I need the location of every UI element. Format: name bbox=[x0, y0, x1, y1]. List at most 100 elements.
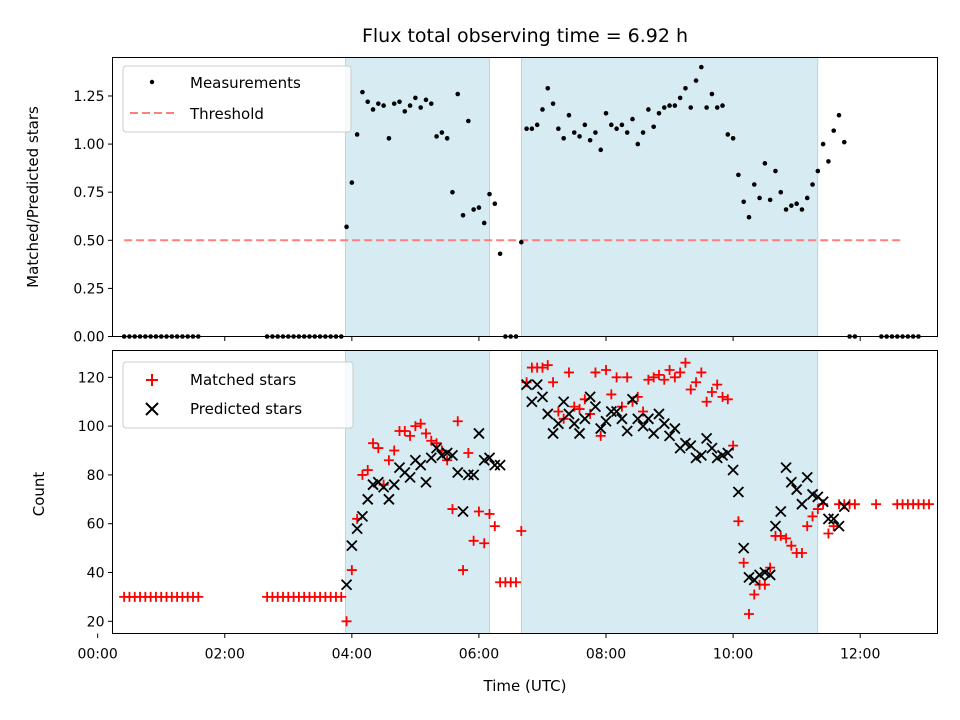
matched-star-point bbox=[452, 416, 463, 427]
matched-star-point bbox=[738, 557, 749, 568]
matched-star-point bbox=[563, 367, 574, 378]
predicted-star-point bbox=[483, 452, 496, 464]
predicted-star-point bbox=[457, 505, 469, 518]
top-y-tick-label: 0.00 bbox=[73, 330, 104, 346]
predicted-star-point bbox=[732, 486, 745, 498]
measurement-point bbox=[391, 101, 397, 106]
measurement-point bbox=[741, 199, 746, 205]
matched-star-point bbox=[765, 562, 776, 573]
top-legend: Measurements Threshold bbox=[122, 65, 352, 133]
matched-star-point bbox=[336, 591, 347, 602]
top-shaded-interval bbox=[345, 57, 490, 337]
bottom-y-tick-label: 120 bbox=[78, 370, 105, 386]
predicted-star-point bbox=[520, 379, 533, 391]
measurement-point bbox=[381, 103, 386, 108]
predicted-star-point bbox=[833, 520, 845, 532]
measurement-point bbox=[804, 195, 810, 201]
legend-label-matched-stars: Matched stars bbox=[190, 371, 296, 389]
bottom-y-tick-label: 20 bbox=[87, 614, 105, 630]
predicted-star-point bbox=[568, 418, 580, 430]
measurement-point bbox=[556, 126, 561, 131]
matched-star-point bbox=[664, 365, 675, 376]
predicted-star-point bbox=[828, 513, 840, 525]
measurement-point bbox=[746, 214, 752, 220]
matched-star-point bbox=[796, 547, 807, 558]
predicted-star-point bbox=[817, 496, 829, 508]
predicted-star-point bbox=[589, 400, 602, 413]
matched-star-point bbox=[812, 504, 823, 515]
measurement-point bbox=[720, 103, 725, 108]
predicted-star-point bbox=[531, 379, 543, 391]
legend-marker-predicted-stars bbox=[145, 402, 159, 416]
predicted-star-point bbox=[430, 442, 443, 454]
predicted-star-point bbox=[579, 413, 591, 425]
matched-star-point bbox=[823, 528, 834, 539]
predicted-star-point bbox=[616, 413, 628, 425]
top-legend-box bbox=[122, 65, 352, 133]
predicted-star-point bbox=[526, 396, 538, 408]
top-shaded-interval bbox=[520, 57, 819, 337]
predicted-star-point bbox=[791, 483, 803, 496]
bottom-legend-box bbox=[122, 361, 354, 429]
top-panel: 0.00 0.25 0.50 0.75 1.00 1.25 Matched/Predict… bbox=[24, 57, 938, 346]
measurement-point bbox=[624, 130, 630, 135]
legend-label-threshold: Threshold bbox=[189, 105, 264, 123]
matched-star-point bbox=[701, 396, 712, 407]
predicted-star-point bbox=[706, 442, 718, 454]
measurement-point bbox=[593, 130, 598, 135]
measurement-point bbox=[582, 122, 588, 128]
matched-star-point bbox=[669, 372, 680, 383]
matched-star-point bbox=[368, 438, 379, 449]
predicted-star-point bbox=[346, 540, 358, 552]
top-y-tick-label: 0.50 bbox=[73, 233, 104, 249]
measurement-point bbox=[842, 139, 847, 145]
predicted-star-point bbox=[642, 413, 655, 425]
matched-star-point bbox=[786, 540, 797, 551]
measurement-point bbox=[466, 118, 471, 124]
predicted-star-point bbox=[663, 430, 676, 442]
matched-star-point bbox=[680, 357, 691, 368]
matched-star-point bbox=[696, 367, 707, 378]
matched-star-point bbox=[463, 447, 474, 458]
measurement-point bbox=[444, 136, 450, 141]
measurement-point bbox=[518, 239, 524, 245]
measurement-point bbox=[524, 126, 529, 131]
measurement-point bbox=[783, 207, 789, 212]
predicted-star-point bbox=[637, 420, 649, 432]
matched-star-point bbox=[849, 499, 860, 510]
x-tick-label: 08:00 bbox=[586, 647, 626, 663]
matched-star-point bbox=[548, 377, 559, 388]
measurement-point bbox=[630, 116, 635, 122]
measurement-point bbox=[376, 101, 381, 106]
measurement-point bbox=[704, 105, 709, 110]
measurement-point bbox=[370, 107, 376, 112]
predicted-star-point bbox=[573, 427, 586, 440]
legend-marker-measurements bbox=[149, 79, 155, 85]
measurement-point bbox=[640, 130, 646, 135]
bottom-y-tick-label: 80 bbox=[87, 468, 105, 484]
matched-star-point bbox=[643, 374, 654, 385]
matched-star-point bbox=[733, 516, 744, 527]
measurement-point bbox=[540, 107, 545, 112]
predicted-star-point bbox=[377, 481, 390, 493]
measurement-point bbox=[836, 112, 842, 118]
measurement-point bbox=[619, 122, 625, 128]
predicted-star-point bbox=[632, 413, 644, 425]
chart-title: Flux total observing time = 6.92 h bbox=[362, 25, 688, 47]
measurement-point bbox=[566, 112, 572, 118]
bottom-y-tick-label: 40 bbox=[87, 566, 105, 582]
matched-star-point bbox=[346, 565, 357, 576]
measurement-point bbox=[481, 220, 487, 226]
predicted-star-point bbox=[473, 427, 485, 440]
matched-star-point bbox=[458, 565, 469, 576]
matched-star-point bbox=[601, 365, 612, 376]
legend-label-measurements: Measurements bbox=[190, 74, 301, 92]
top-y-tick-label: 0.25 bbox=[73, 281, 104, 297]
predicted-star-point bbox=[494, 459, 506, 471]
measurement-point bbox=[709, 91, 715, 97]
measurement-point bbox=[571, 130, 577, 135]
matched-star-point bbox=[775, 530, 786, 541]
matched-star-point bbox=[489, 521, 500, 532]
measurement-point bbox=[492, 201, 498, 207]
matched-star-point bbox=[410, 421, 421, 432]
